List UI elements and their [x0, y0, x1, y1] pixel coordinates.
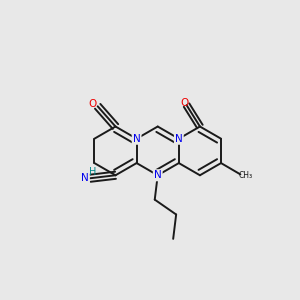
Text: N: N: [175, 134, 183, 144]
Text: H: H: [89, 167, 96, 177]
Text: O: O: [89, 99, 97, 109]
Text: N: N: [81, 173, 89, 183]
Text: N: N: [154, 170, 162, 180]
Text: O: O: [180, 98, 188, 108]
Text: N: N: [133, 134, 140, 144]
Text: CH₃: CH₃: [238, 171, 253, 180]
